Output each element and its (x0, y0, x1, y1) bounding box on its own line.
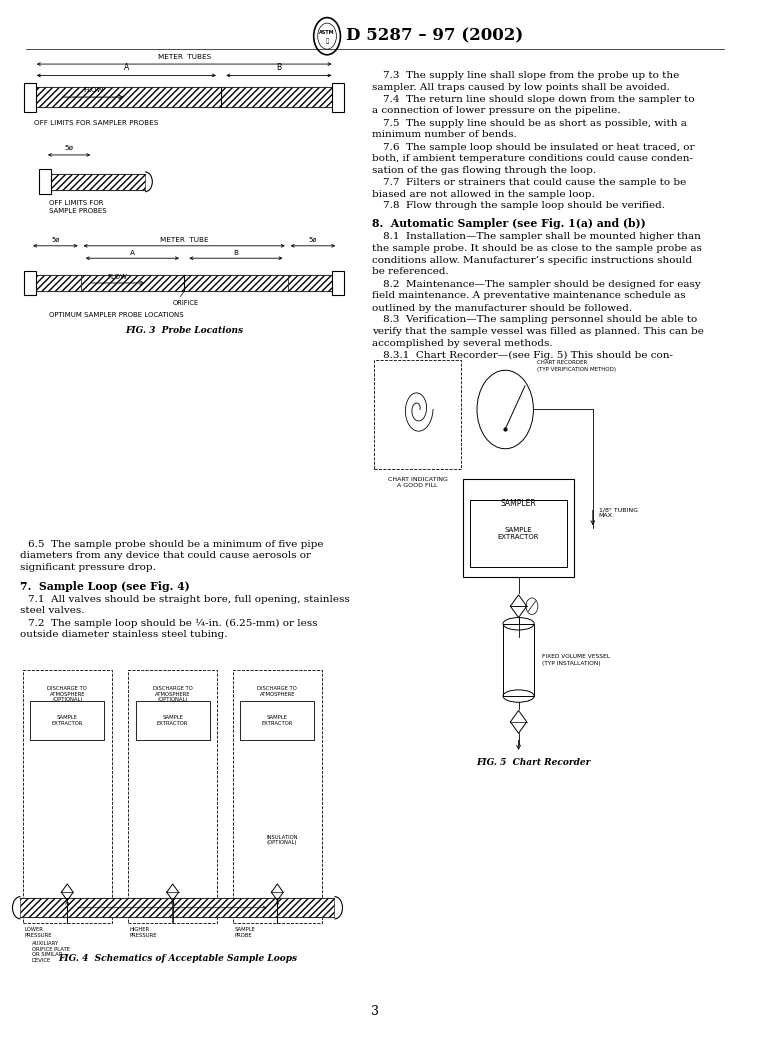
Bar (135, 702, 210, 740)
Text: B: B (276, 64, 282, 72)
Text: field maintenance. A preventative maintenance schedule as: field maintenance. A preventative mainte… (372, 291, 685, 300)
Text: ASTM: ASTM (319, 29, 335, 34)
Text: HIGHER
PRESSURE: HIGHER PRESSURE (130, 928, 157, 938)
Bar (332, 82, 344, 111)
Text: METER  TUBE: METER TUBE (159, 236, 209, 243)
Text: OFF LIMITS FOR SAMPLER PROBES: OFF LIMITS FOR SAMPLER PROBES (34, 120, 158, 126)
Text: 3: 3 (371, 1006, 380, 1018)
Text: CHART RECORDER
(TYP VERIFICATION METHOD): CHART RECORDER (TYP VERIFICATION METHOD) (537, 360, 616, 372)
Text: ORIFICE: ORIFICE (173, 300, 199, 305)
Text: FLOW: FLOW (108, 274, 128, 280)
Text: verify that the sample vessel was filled as planned. This can be: verify that the sample vessel was filled… (372, 327, 703, 336)
Bar (373, 360, 461, 468)
Text: 7.3  The supply line shall slope from the probe up to the: 7.3 The supply line shall slope from the… (383, 71, 679, 80)
Text: Ⓜ: Ⓜ (325, 39, 328, 44)
Text: diameters from any device that could cause aerosols or: diameters from any device that could cau… (20, 552, 311, 560)
Text: INSULATION
(OPTIONAL): INSULATION (OPTIONAL) (266, 835, 298, 845)
Text: 5ø: 5ø (51, 236, 60, 243)
Bar (24, 271, 36, 296)
Bar (39, 170, 51, 195)
Bar (20, 898, 335, 917)
Text: D 5287 – 97 (2002): D 5287 – 97 (2002) (346, 28, 524, 45)
Text: SAMPLE
PROBE: SAMPLE PROBE (234, 928, 255, 938)
Text: SAMPLE
EXTRACTOR: SAMPLE EXTRACTOR (51, 715, 83, 727)
Text: 7.5  The supply line should be as short as possible, with a: 7.5 The supply line should be as short a… (383, 119, 687, 128)
Text: CHART INDICATING
A GOOD FILL: CHART INDICATING A GOOD FILL (387, 477, 447, 488)
Text: 7.8  Flow through the sample loop should be verified.: 7.8 Flow through the sample loop should … (383, 201, 664, 210)
Text: DISCHARGE TO
ATMOSPHERE: DISCHARGE TO ATMOSPHERE (258, 686, 297, 696)
Bar (30, 275, 81, 291)
Text: sampler. All traps caused by low points shall be avoided.: sampler. All traps caused by low points … (372, 82, 670, 92)
Bar (233, 670, 322, 923)
Bar (471, 500, 567, 567)
Text: LOWER
PRESSURE: LOWER PRESSURE (24, 928, 51, 938)
Text: a connection of lower pressure on the pipeline.: a connection of lower pressure on the pi… (372, 106, 620, 116)
Text: 8.3.1  Chart Recorder—(see Fig. 5) This should be con-: 8.3.1 Chart Recorder—(see Fig. 5) This s… (383, 351, 673, 360)
Text: 8.1  Installation—The sampler shall be mounted higher than: 8.1 Installation—The sampler shall be mo… (383, 232, 701, 242)
Text: A: A (130, 250, 135, 256)
Text: accomplished by several methods.: accomplished by several methods. (372, 338, 552, 348)
Text: B: B (233, 250, 238, 256)
Text: FIXED VOLUME VESSEL
(TYP INSTALLATION): FIXED VOLUME VESSEL (TYP INSTALLATION) (541, 655, 610, 665)
Bar (128, 670, 217, 923)
Text: 6.5  The sample probe should be a minimum of five pipe: 6.5 The sample probe should be a minimum… (28, 540, 324, 549)
Bar (81, 275, 288, 291)
Text: 7.7  Filters or strainers that could cause the sample to be: 7.7 Filters or strainers that could caus… (383, 178, 686, 186)
Bar (288, 275, 338, 291)
Text: be referenced.: be referenced. (372, 268, 448, 277)
Text: minimum number of bends.: minimum number of bends. (372, 130, 517, 139)
Bar (30, 86, 338, 107)
Text: conditions allow. Manufacturer’s specific instructions should: conditions allow. Manufacturer’s specifi… (372, 256, 692, 265)
Bar (24, 82, 36, 111)
Bar (503, 624, 534, 696)
Text: steel valves.: steel valves. (20, 606, 85, 615)
Text: biased are not allowed in the sample loop.: biased are not allowed in the sample loo… (372, 191, 594, 199)
Text: 7.  Sample Loop (see Fig. 4): 7. Sample Loop (see Fig. 4) (20, 582, 191, 592)
Text: METER  TUBES: METER TUBES (157, 54, 211, 60)
Text: FIG. 5  Chart Recorder: FIG. 5 Chart Recorder (476, 758, 591, 767)
Text: outlined by the manufacturer should be followed.: outlined by the manufacturer should be f… (372, 304, 632, 312)
Text: significant pressure drop.: significant pressure drop. (20, 563, 156, 572)
Text: 5ø: 5ø (309, 236, 317, 243)
Text: SAMPLE
EXTRACTOR: SAMPLE EXTRACTOR (261, 715, 293, 727)
Bar (45, 174, 145, 191)
Text: SAMPLE
EXTRACTOR: SAMPLE EXTRACTOR (498, 527, 539, 540)
Text: the sample probe. It should be as close to the sample probe as: the sample probe. It should be as close … (372, 244, 702, 253)
Bar (23, 670, 112, 923)
Text: FLOW: FLOW (83, 87, 103, 93)
Text: 8.2  Maintenance—The sampler should be designed for easy: 8.2 Maintenance—The sampler should be de… (383, 280, 700, 289)
Text: AUXILIARY
ORIFICE PLATE
OR SIMILAR
DEVICE: AUXILIARY ORIFICE PLATE OR SIMILAR DEVIC… (32, 941, 70, 963)
Text: 5ø: 5ø (65, 145, 74, 151)
Text: OFF LIMITS FOR
SAMPLE PROBES: OFF LIMITS FOR SAMPLE PROBES (49, 200, 107, 213)
Text: SAMPLER: SAMPLER (501, 500, 537, 508)
Bar (30, 702, 104, 740)
Text: SAMPLE
EXTRACTOR: SAMPLE EXTRACTOR (157, 715, 188, 727)
Text: FIG. 3  Probe Locations: FIG. 3 Probe Locations (125, 327, 244, 335)
Text: 7.6  The sample loop should be insulated or heat traced, or: 7.6 The sample loop should be insulated … (383, 143, 694, 152)
Text: 8.  Automatic Sampler (see Fig. 1(a) and (b)): 8. Automatic Sampler (see Fig. 1(a) and … (372, 218, 645, 229)
Text: outside diameter stainless steel tubing.: outside diameter stainless steel tubing. (20, 630, 228, 639)
Bar (332, 271, 344, 296)
Bar (240, 702, 314, 740)
Text: DISCHARGE TO
ATMOSPHERE
(OPTIONAL): DISCHARGE TO ATMOSPHERE (OPTIONAL) (47, 686, 87, 703)
Text: sation of the gas flowing through the loop.: sation of the gas flowing through the lo… (372, 167, 596, 175)
Text: A: A (124, 64, 129, 72)
Text: 1/8" TUBING
MAX.: 1/8" TUBING MAX. (599, 507, 638, 518)
Text: both, if ambient temperature conditions could cause conden-: both, if ambient temperature conditions … (372, 154, 692, 162)
Text: 7.2  The sample loop should be ¼-in. (6.25-mm) or less: 7.2 The sample loop should be ¼-in. (6.2… (28, 618, 317, 628)
Text: OPTIMUM SAMPLER PROBE LOCATIONS: OPTIMUM SAMPLER PROBE LOCATIONS (49, 312, 184, 318)
Text: 7.4  The return line should slope down from the sampler to: 7.4 The return line should slope down fr… (383, 95, 694, 104)
Text: 7.1  All valves should be straight bore, full opening, stainless: 7.1 All valves should be straight bore, … (28, 594, 349, 604)
Text: DISCHARGE TO
ATMOSPHERE
(OPTIONAL): DISCHARGE TO ATMOSPHERE (OPTIONAL) (152, 686, 192, 703)
Text: 8.3  Verification—The sampling personnel should be able to: 8.3 Verification—The sampling personnel … (383, 315, 697, 324)
Text: FIG. 4  Schematics of Acceptable Sample Loops: FIG. 4 Schematics of Acceptable Sample L… (58, 955, 297, 963)
Bar (463, 479, 574, 578)
